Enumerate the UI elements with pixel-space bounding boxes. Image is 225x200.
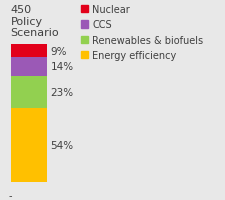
Legend: Nuclear, CCS, Renewables & biofuels, Energy efficiency: Nuclear, CCS, Renewables & biofuels, Ene… — [81, 5, 203, 61]
Text: 54%: 54% — [50, 140, 74, 150]
Text: 450
Policy
Scenario: 450 Policy Scenario — [11, 5, 59, 38]
Bar — [11, 57, 47, 77]
Bar — [11, 45, 47, 57]
Text: 14%: 14% — [50, 62, 74, 72]
Bar — [11, 77, 47, 108]
Text: -: - — [9, 191, 12, 200]
Bar — [11, 108, 47, 182]
Text: 9%: 9% — [50, 46, 67, 56]
Text: 23%: 23% — [50, 87, 74, 97]
